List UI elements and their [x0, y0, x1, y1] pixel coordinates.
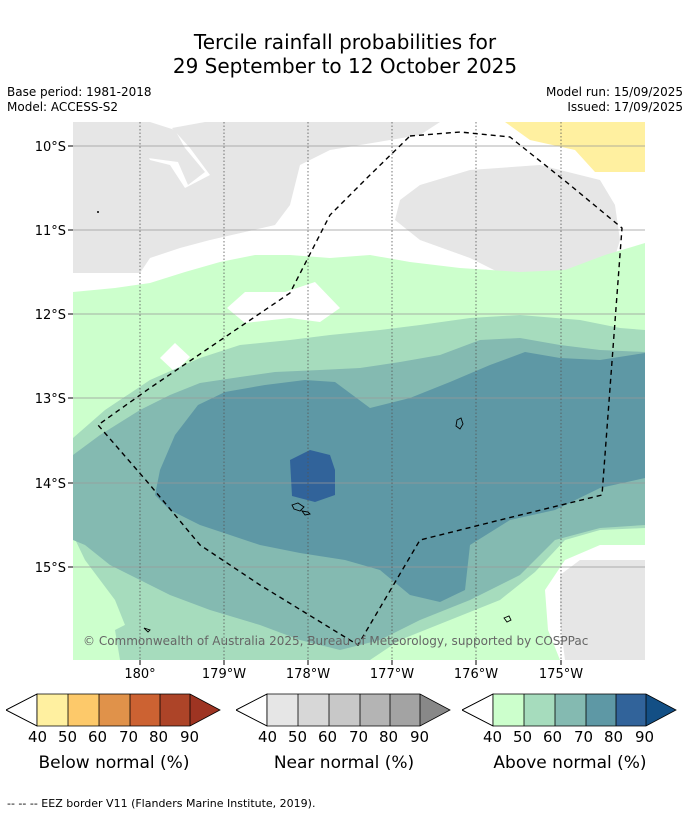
axis-ticks [68, 145, 562, 665]
colorbar-swatch [360, 694, 390, 726]
colorbar-swatch [616, 694, 646, 726]
colorbar-near-normal-swatches [236, 693, 451, 727]
above-normal-region-70 [155, 352, 645, 602]
near-normal-region-northeast [395, 165, 620, 273]
colorbar-tick: 80 [379, 728, 399, 746]
island [455, 417, 464, 430]
lat-label: 15°S [35, 561, 66, 576]
eez-border [96, 131, 623, 646]
graticule [73, 122, 645, 660]
colorbar-below-normal-swatches [6, 693, 221, 727]
title-line-2: 29 September to 12 October 2025 [172, 54, 518, 78]
colorbar-tick: 80 [149, 728, 169, 746]
colorbar-tick: 90 [180, 728, 200, 746]
colorbar-tick: 60 [543, 728, 563, 746]
model-name: Model: ACCESS-S2 [7, 100, 119, 114]
map-title: Tercile rainfall probabilities for 29 Se… [0, 30, 690, 78]
near-normal-region-southeast [560, 560, 645, 660]
colorbar-extend-low [462, 693, 494, 727]
colorbar-swatch [586, 694, 616, 726]
lat-label: 10°S [35, 140, 66, 155]
colorbar-title: Below normal (%) [38, 753, 190, 773]
colorbar-tick: 50 [288, 728, 308, 746]
colorbar-swatch [130, 694, 160, 726]
colorbar-extend-low [6, 693, 38, 727]
lat-label: 14°S [35, 477, 66, 492]
lon-label: 177°W [370, 667, 414, 682]
colorbar-swatch [524, 694, 555, 726]
colorbar-tick: 90 [410, 728, 430, 746]
issued-date: Issued: 17/09/2025 [567, 100, 683, 114]
colorbar-swatch [390, 694, 420, 726]
above-normal-region-80 [290, 450, 335, 502]
colorbar-swatch [267, 694, 298, 726]
colorbar-above-normal-swatches [462, 693, 677, 727]
island [97, 211, 99, 213]
gap-region-1 [160, 343, 190, 372]
model-info: Base period: 1981-2018 Model: ACCESS-S2 [7, 85, 152, 115]
colorbar-swatch [493, 694, 524, 726]
island [143, 627, 151, 633]
colorbar-swatch [37, 694, 68, 726]
colorbar-swatch [160, 694, 190, 726]
above-normal-region-50-lower [115, 605, 215, 660]
colorbar-tick: 80 [604, 728, 624, 746]
colorbar-tick: 40 [483, 728, 503, 746]
near-normal-region-north [73, 122, 440, 273]
colorbar-extend-high [190, 694, 220, 726]
colorbar-extend-high [646, 694, 676, 726]
colorbar-tick: 50 [58, 728, 78, 746]
model-run: Model run: 15/09/2025 [545, 85, 683, 99]
colorbar-tick: 40 [258, 728, 278, 746]
title-line-1: Tercile rainfall probabilities for [193, 30, 497, 54]
lon-label: 178°W [286, 667, 330, 682]
gap-region-2 [227, 282, 340, 323]
colorbar-tick: 60 [88, 728, 108, 746]
map-fields: © Commonwealth of Australia 2025, Bureau… [73, 122, 645, 660]
base-period: Base period: 1981-2018 [7, 85, 152, 99]
colorbar-swatch [329, 694, 360, 726]
eez-border-legend: -- -- -- EEZ border V11 (Flanders Marine… [7, 797, 316, 810]
below-normal-region-northeast [505, 122, 645, 172]
colorbar-tick: 60 [318, 728, 338, 746]
island [300, 510, 311, 516]
colorbar-title: Above normal (%) [493, 753, 647, 773]
colorbar-swatch [68, 694, 99, 726]
lon-label: 179°W [202, 667, 246, 682]
lat-label: 13°S [35, 392, 66, 407]
lat-label: 12°S [35, 308, 66, 323]
colorbar-tick: 90 [635, 728, 655, 746]
island [503, 615, 512, 623]
colorbar-title: Near normal (%) [273, 753, 415, 773]
colorbar-swatch [298, 694, 329, 726]
run-info: Model run: 15/09/2025 Issued: 17/09/2025 [546, 85, 683, 115]
colorbar-swatch [555, 694, 586, 726]
probability-map: © Commonwealth of Australia 2025, Bureau… [35, 122, 645, 682]
lon-label: 176°W [454, 667, 498, 682]
colorbar-tick: 50 [513, 728, 533, 746]
lat-label: 11°S [35, 224, 66, 239]
colorbar-tick: 70 [574, 728, 594, 746]
colorbar-tick: 70 [119, 728, 139, 746]
lon-label: 180° [124, 667, 155, 682]
colorbar-extend-high [420, 694, 450, 726]
colorbar-swatch [99, 694, 130, 726]
colorbar-tick: 40 [28, 728, 48, 746]
island [291, 502, 305, 512]
copyright-text: © Commonwealth of Australia 2025, Bureau… [83, 634, 588, 648]
near-normal-region-northwest [73, 122, 205, 185]
colorbar-tick: 70 [349, 728, 369, 746]
colorbar-extend-low [236, 693, 268, 727]
lon-label: 175°W [539, 667, 583, 682]
